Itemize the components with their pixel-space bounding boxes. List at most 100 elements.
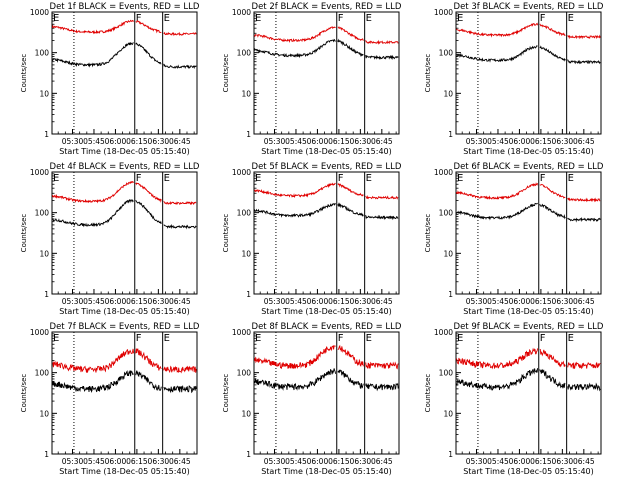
x-tick-label: 06:45 bbox=[573, 457, 595, 466]
x-tick-label: 06:45 bbox=[371, 297, 393, 306]
x-tick-label: 06:15 bbox=[530, 137, 552, 146]
region-marker-label: E bbox=[53, 13, 59, 24]
panel-8: Det 8f BLACK = Events, RED = LLD 1 10 100 10… bbox=[222, 322, 402, 476]
y-tick-label: 1000 bbox=[232, 328, 251, 337]
x-tick-label: 06:30 bbox=[350, 297, 372, 306]
panel-title: Det 8f BLACK = Events, RED = LLD bbox=[252, 322, 402, 332]
events-series-line bbox=[52, 199, 197, 230]
x-tick-label: 06:30 bbox=[148, 297, 170, 306]
y-tick-label: 1 bbox=[448, 130, 453, 139]
lld-series-line bbox=[51, 19, 197, 37]
region-marker-label: E bbox=[568, 13, 574, 24]
y-tick-label: 1000 bbox=[30, 8, 49, 17]
y-tick-label: 10 bbox=[443, 249, 453, 258]
lld-series-line bbox=[455, 182, 601, 203]
y-tick-label: 100 bbox=[237, 209, 252, 218]
region-marker-label: E bbox=[164, 13, 170, 24]
x-tick-label: 05:30 bbox=[62, 457, 84, 466]
x-axis-label: Start Time (18-Dec-05 05:15:40) bbox=[59, 147, 190, 156]
x-axis-label: Start Time (18-Dec-05 05:15:40) bbox=[261, 147, 392, 156]
panel-title: Det 5f BLACK = Events, RED = LLD bbox=[252, 162, 402, 172]
panel-title: Det 9f BLACK = Events, RED = LLD bbox=[454, 322, 604, 332]
x-tick-label: 06:00 bbox=[105, 457, 127, 466]
region-marker-label: E bbox=[255, 173, 261, 184]
x-axis-label: Start Time (18-Dec-05 05:15:40) bbox=[59, 307, 190, 316]
panel-6: Det 6f BLACK = Events, RED = LLD 1 10 100 10… bbox=[424, 162, 604, 316]
region-marker-label: E bbox=[457, 173, 463, 184]
panel-9: Det 9f BLACK = Events, RED = LLD 1 10 100 10… bbox=[424, 322, 604, 476]
lld-series-line bbox=[455, 347, 601, 370]
y-tick-label: 100 bbox=[35, 209, 50, 218]
y-axis-label: Counts/sec bbox=[222, 214, 230, 253]
y-tick-label: 1000 bbox=[232, 8, 251, 17]
x-tick-label: 05:45 bbox=[285, 297, 307, 306]
y-tick-label: 1 bbox=[44, 290, 49, 299]
x-tick-label: 06:00 bbox=[509, 297, 531, 306]
x-tick-label: 06:15 bbox=[126, 137, 148, 146]
lld-series-line bbox=[254, 25, 399, 45]
events-series-line bbox=[456, 202, 601, 223]
lld-series-line bbox=[253, 182, 399, 200]
x-tick-label: 06:15 bbox=[530, 297, 552, 306]
x-tick-label: 06:45 bbox=[573, 137, 595, 146]
region-marker-label: F bbox=[338, 13, 344, 24]
y-tick-label: 10 bbox=[443, 409, 453, 418]
x-tick-label: 05:45 bbox=[487, 297, 509, 306]
y-tick-label: 1000 bbox=[30, 328, 49, 337]
x-axis-label: Start Time (18-Dec-05 05:15:40) bbox=[463, 467, 594, 476]
y-tick-label: 10 bbox=[241, 89, 251, 98]
region-marker-label: F bbox=[540, 13, 546, 24]
x-tick-label: 05:30 bbox=[62, 297, 84, 306]
region-marker-label: F bbox=[136, 173, 142, 184]
y-tick-label: 10 bbox=[241, 249, 251, 258]
x-tick-label: 06:30 bbox=[552, 457, 574, 466]
events-series-line bbox=[253, 202, 399, 221]
panel-5: Det 5f BLACK = Events, RED = LLD 1 10 100 10… bbox=[222, 162, 402, 316]
x-tick-label: 05:45 bbox=[83, 457, 105, 466]
x-tick-label: 05:30 bbox=[466, 297, 488, 306]
x-tick-label: 06:15 bbox=[126, 297, 148, 306]
events-series-line bbox=[456, 45, 601, 65]
y-axis-label: Counts/sec bbox=[424, 214, 432, 253]
region-marker-label: F bbox=[338, 333, 344, 344]
y-tick-label: 100 bbox=[35, 369, 50, 378]
panel-7: Det 7f BLACK = Events, RED = LLD 1 10 100 10… bbox=[20, 322, 200, 476]
y-tick-label: 1000 bbox=[434, 8, 453, 17]
x-tick-label: 05:30 bbox=[264, 457, 286, 466]
y-tick-label: 100 bbox=[237, 369, 252, 378]
y-tick-label: 100 bbox=[439, 49, 454, 58]
x-tick-label: 06:15 bbox=[328, 137, 350, 146]
x-tick-label: 06:45 bbox=[169, 457, 191, 466]
region-marker-label: E bbox=[366, 333, 372, 344]
region-marker-label: F bbox=[540, 173, 546, 184]
panel-title: Det 6f BLACK = Events, RED = LLD bbox=[454, 162, 604, 172]
y-tick-label: 10 bbox=[39, 249, 49, 258]
region-marker-label: E bbox=[164, 173, 170, 184]
events-series-line bbox=[253, 38, 399, 61]
panel-title: Det 3f BLACK = Events, RED = LLD bbox=[454, 2, 604, 12]
y-axis-label: Counts/sec bbox=[424, 54, 432, 93]
x-tick-label: 05:30 bbox=[62, 137, 84, 146]
events-series-line bbox=[52, 42, 197, 70]
y-tick-label: 1000 bbox=[434, 328, 453, 337]
x-tick-label: 06:30 bbox=[350, 137, 372, 146]
x-tick-label: 05:30 bbox=[466, 457, 488, 466]
events-series-line bbox=[51, 370, 197, 394]
y-tick-label: 1 bbox=[44, 450, 49, 459]
y-tick-label: 1000 bbox=[232, 168, 251, 177]
y-tick-label: 100 bbox=[237, 49, 252, 58]
x-tick-label: 06:30 bbox=[350, 457, 372, 466]
y-axis-label: Counts/sec bbox=[222, 54, 230, 93]
region-marker-label: E bbox=[366, 13, 372, 24]
x-tick-label: 06:45 bbox=[169, 137, 191, 146]
region-marker-label: F bbox=[136, 13, 142, 24]
x-tick-label: 05:45 bbox=[83, 137, 105, 146]
region-marker-label: E bbox=[53, 333, 59, 344]
x-tick-label: 06:15 bbox=[530, 457, 552, 466]
x-tick-label: 05:45 bbox=[83, 297, 105, 306]
y-axis-label: Counts/sec bbox=[20, 214, 28, 253]
x-tick-label: 06:00 bbox=[307, 457, 329, 466]
y-tick-label: 1000 bbox=[434, 168, 453, 177]
x-tick-label: 06:15 bbox=[328, 297, 350, 306]
y-axis-label: Counts/sec bbox=[222, 374, 230, 413]
